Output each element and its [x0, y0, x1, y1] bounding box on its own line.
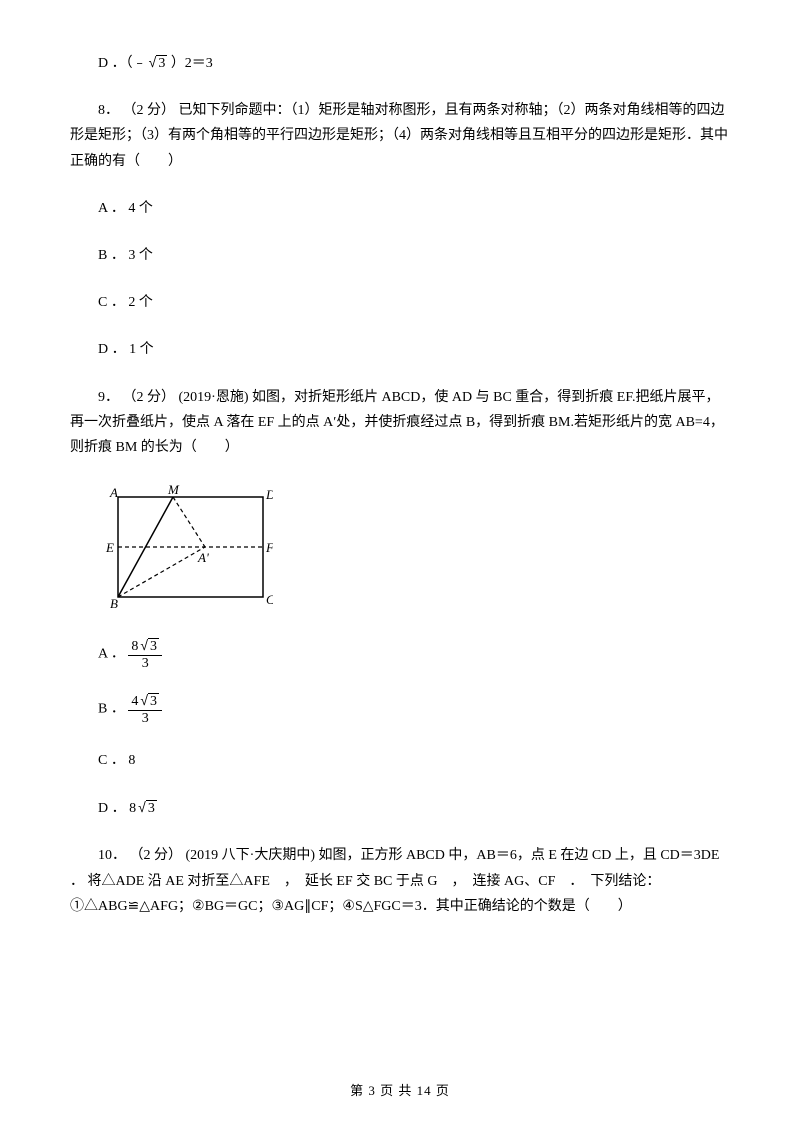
q9b-prefix: B ． — [98, 702, 125, 717]
line-m-aprime — [173, 497, 205, 547]
coef: 8 — [129, 801, 136, 816]
q9-option-c: C ． 8 — [98, 748, 730, 773]
sqrt: 3 — [138, 693, 159, 709]
page-footer: 第 3 页 共 14 页 — [0, 1079, 800, 1102]
q9-figure: A M D E A' F B C — [98, 482, 730, 610]
fraction: 83 3 — [128, 638, 162, 671]
rectangle-fold-diagram: A M D E A' F B C — [98, 482, 273, 610]
label-c: C — [266, 592, 273, 607]
sqrt: 3 — [136, 795, 157, 821]
q10-stem: 10． （2 分） (2019 八下·大庆期中) 如图，正方形 ABCD 中，A… — [70, 843, 730, 919]
radicand: 3 — [148, 638, 159, 654]
q8-option-c: C ． 2 个 — [98, 290, 730, 315]
label-d: D — [265, 487, 273, 502]
label-a: A — [109, 485, 118, 500]
label-b: B — [110, 596, 118, 610]
coef: 8 — [131, 639, 138, 654]
fraction: 43 3 — [128, 693, 162, 726]
q8-option-a: A ． 4 个 — [98, 196, 730, 221]
q7d-suffix: ）2＝3 — [167, 56, 213, 71]
q7-option-d: D ．（﹣ 3 ）2＝3 — [98, 50, 730, 76]
q8-option-d: D ． 1 个 — [98, 337, 730, 362]
q9-option-b: B ． 43 3 — [98, 693, 730, 726]
q9-option-d: D ． 83 — [98, 795, 730, 821]
numerator: 83 — [128, 638, 162, 656]
q9d-prefix: D ． — [98, 801, 126, 816]
sqrt: 3 — [138, 638, 159, 654]
label-f: F — [265, 540, 273, 555]
q7d-prefix: D ．（﹣ — [98, 56, 147, 71]
denominator: 3 — [128, 711, 162, 726]
radicand: 3 — [146, 800, 157, 816]
denominator: 3 — [128, 656, 162, 671]
q8-stem: 8． （2 分） 已知下列命题中：（1）矩形是轴对称图形，且有两条对称轴；（2）… — [70, 98, 730, 174]
q9a-prefix: A ． — [98, 647, 125, 662]
q8-option-b: B ． 3 个 — [98, 243, 730, 268]
q9-stem: 9． （2 分） (2019·恩施) 如图，对折矩形纸片 ABCD，使 AD 与… — [70, 385, 730, 461]
label-m: M — [167, 482, 180, 497]
radicand: 3 — [156, 55, 167, 71]
q9-option-a: A ． 83 3 — [98, 638, 730, 671]
label-e: E — [105, 540, 114, 555]
coef: 4 — [131, 694, 138, 709]
sqrt-3: 3 — [147, 50, 168, 76]
label-aprime: A' — [197, 550, 209, 565]
numerator: 43 — [128, 693, 162, 711]
radicand: 3 — [148, 693, 159, 709]
